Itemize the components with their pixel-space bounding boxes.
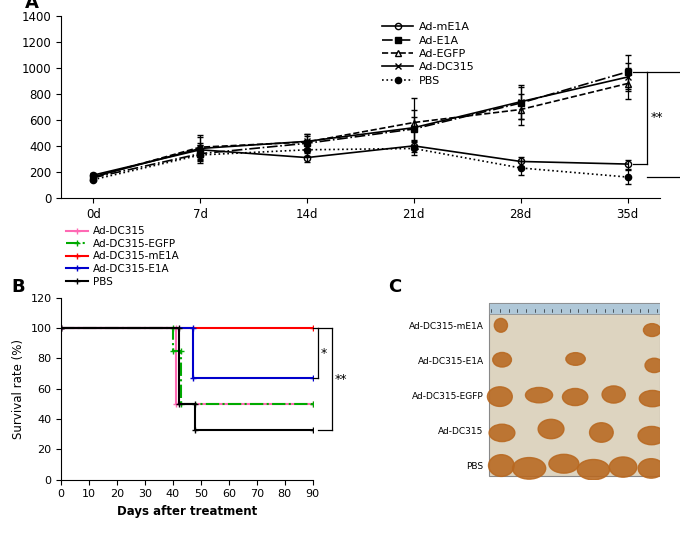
- Ellipse shape: [609, 457, 637, 477]
- Ad-DC315-E1A: [309, 375, 317, 382]
- Ellipse shape: [488, 387, 512, 406]
- PBS: [191, 426, 199, 433]
- PBS: [175, 325, 183, 332]
- Ellipse shape: [643, 324, 661, 336]
- Ellipse shape: [513, 457, 545, 479]
- Ellipse shape: [590, 423, 613, 442]
- Text: B: B: [11, 278, 24, 296]
- Ellipse shape: [645, 358, 664, 373]
- Text: PBS: PBS: [466, 463, 483, 472]
- Text: Ad-DC315-mE1A: Ad-DC315-mE1A: [409, 322, 483, 332]
- Ellipse shape: [566, 353, 585, 365]
- Ellipse shape: [639, 391, 666, 407]
- FancyBboxPatch shape: [489, 303, 660, 314]
- FancyBboxPatch shape: [489, 303, 660, 476]
- Legend: Ad-DC315, Ad-DC315-EGFP, Ad-DC315-mE1A, Ad-DC315-E1A, PBS: Ad-DC315, Ad-DC315-EGFP, Ad-DC315-mE1A, …: [61, 222, 184, 291]
- PBS: [175, 401, 183, 407]
- Ad-DC315: [309, 401, 317, 407]
- Ad-DC315-EGFP: [169, 325, 177, 332]
- Ellipse shape: [489, 424, 515, 442]
- Ad-DC315: [171, 401, 180, 407]
- Y-axis label: Survival rate (%): Survival rate (%): [12, 339, 24, 439]
- Ad-DC315-E1A: [188, 325, 197, 332]
- X-axis label: Days after treatment: Days after treatment: [117, 505, 257, 518]
- Text: C: C: [388, 278, 401, 296]
- Text: A: A: [25, 0, 39, 12]
- Text: *: *: [320, 348, 326, 360]
- Ad-DC315: [57, 325, 65, 332]
- Text: **: **: [651, 111, 664, 124]
- PBS: [57, 325, 65, 332]
- Ellipse shape: [494, 318, 507, 332]
- Text: Ad-DC315-E1A: Ad-DC315-E1A: [418, 358, 483, 367]
- Text: Ad-DC315-EGFP: Ad-DC315-EGFP: [412, 392, 483, 401]
- Ad-DC315-EGFP: [57, 325, 65, 332]
- PBS: [309, 426, 317, 433]
- Ellipse shape: [538, 419, 564, 439]
- Text: Ad-DC315: Ad-DC315: [438, 427, 483, 437]
- Ellipse shape: [577, 459, 609, 480]
- Ellipse shape: [488, 455, 514, 477]
- Ad-DC315-EGFP: [177, 401, 186, 407]
- Ellipse shape: [602, 386, 626, 403]
- Ellipse shape: [639, 459, 664, 478]
- Ad-DC315-EGFP: [309, 401, 317, 407]
- Legend: Ad-mE1A, Ad-E1A, Ad-EGFP, Ad-DC315, PBS: Ad-mE1A, Ad-E1A, Ad-EGFP, Ad-DC315, PBS: [378, 18, 479, 90]
- Ellipse shape: [526, 387, 553, 403]
- Ellipse shape: [549, 454, 579, 473]
- Line: Ad-DC315-E1A: Ad-DC315-E1A: [61, 328, 313, 378]
- Ellipse shape: [562, 389, 588, 406]
- Ad-DC315-E1A: [57, 325, 65, 332]
- Ellipse shape: [493, 352, 511, 367]
- Ad-DC315-E1A: [188, 375, 197, 382]
- Ellipse shape: [638, 426, 665, 445]
- Ad-DC315-EGFP: [177, 348, 186, 354]
- Ad-DC315: [171, 325, 180, 332]
- Ad-DC315-EGFP: [169, 348, 177, 354]
- Line: PBS: PBS: [61, 328, 313, 430]
- Text: **: **: [335, 373, 347, 386]
- Line: Ad-DC315-EGFP: Ad-DC315-EGFP: [61, 328, 313, 404]
- PBS: [191, 401, 199, 407]
- Line: Ad-DC315: Ad-DC315: [61, 328, 313, 404]
